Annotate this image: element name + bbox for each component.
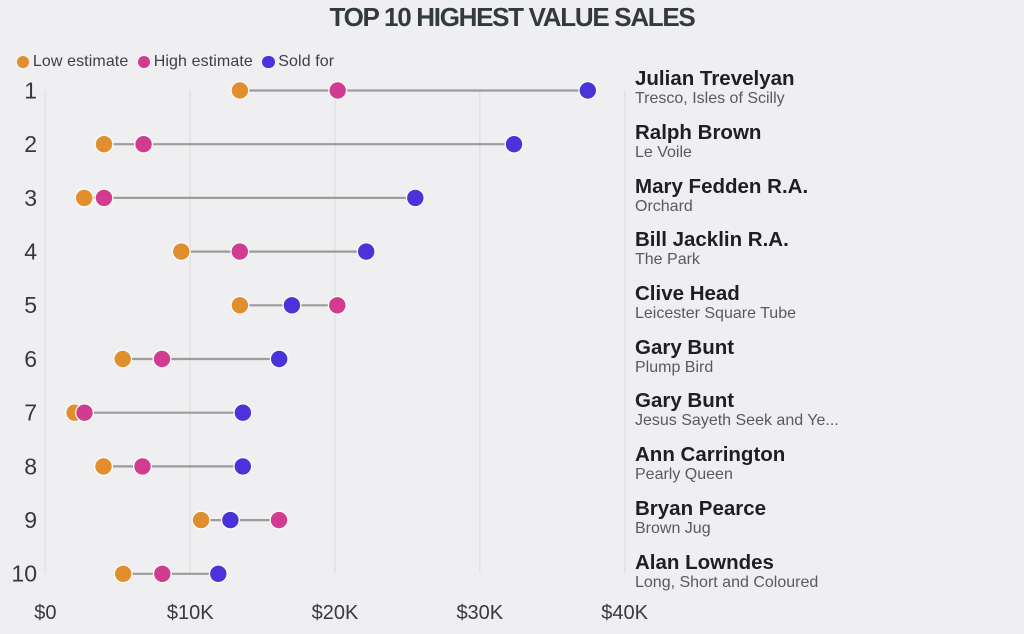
svg-text:8: 8	[24, 453, 37, 479]
svg-text:2: 2	[24, 131, 37, 157]
svg-text:$20K: $20K	[312, 602, 359, 624]
svg-text:1: 1	[24, 77, 37, 103]
svg-text:4: 4	[24, 239, 37, 265]
svg-text:$10K: $10K	[167, 602, 214, 624]
svg-text:7: 7	[24, 400, 37, 426]
svg-text:5: 5	[24, 292, 37, 318]
svg-text:9: 9	[24, 507, 37, 533]
svg-text:$40K: $40K	[601, 602, 648, 624]
svg-text:3: 3	[24, 185, 37, 211]
svg-text:$0: $0	[34, 602, 56, 624]
svg-text:10: 10	[11, 561, 37, 587]
svg-text:$30K: $30K	[456, 602, 503, 624]
svg-text:6: 6	[24, 346, 37, 372]
